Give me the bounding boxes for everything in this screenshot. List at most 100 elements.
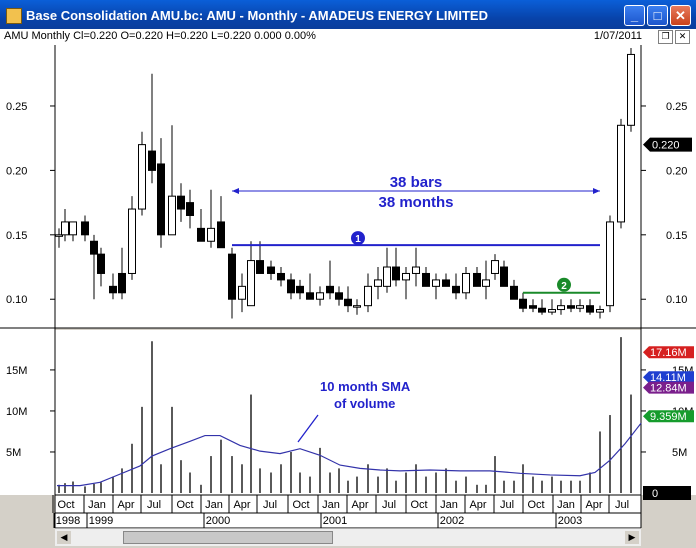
sma-label-2: of volume [334,396,395,411]
candle-down [197,227,205,242]
candle-down [81,221,89,236]
marker-2-label: 2 [561,281,567,292]
candle-up [462,272,470,294]
bar-count-label: 38 bars [390,174,443,191]
restore-chart-button[interactable]: ❐ [658,30,673,44]
year-label: 2002 [440,515,464,527]
last-price-label: 0.220 [652,140,680,152]
candle-down [519,298,527,309]
price-tick-label-left: 0.25 [6,101,27,113]
month-label: Jul [615,499,629,511]
marker-1 [351,231,365,246]
month-label: Jul [147,499,161,511]
title-bar[interactable]: Base Consolidation AMU.bc: AMU - Monthly… [0,0,696,32]
candle-up [482,279,490,287]
candle-down [97,253,105,274]
candle-down [186,202,194,216]
sma-pointer [297,414,319,443]
year-label: 2001 [323,515,347,527]
scroll-thumb[interactable] [123,531,333,544]
candle-down [529,305,537,309]
volume-badge-label: 9.359M [650,411,687,423]
candle-up [353,305,361,308]
chart-info-bar: AMU Monthly Cl=0.220 O=0.220 H=0.220 L=0… [0,29,696,46]
candle-down [256,260,264,274]
year-label: 1999 [89,515,113,527]
candle-down [452,285,460,294]
scroll-right-button[interactable]: ▶ [625,531,639,544]
maximize-button[interactable]: □ [647,5,668,26]
candle-down [287,279,295,294]
close-chart-button[interactable]: ✕ [675,30,690,44]
horizontal-scrollbar[interactable]: ◀ ▶ [55,528,641,546]
volume-tick-label-left: 5M [6,447,21,459]
candle-up [491,260,499,274]
price-tick-label-right: 0.15 [666,230,687,242]
marker-2 [557,277,571,292]
candle-down [157,163,165,236]
candle-up [238,285,246,300]
candle-down [90,240,98,255]
candle-down [422,272,430,287]
candle-down [335,292,343,300]
candle-down [567,305,575,309]
candle-up [596,309,604,313]
month-label: Apr [233,499,250,511]
candle-down [326,285,334,294]
price-tick-label-left: 0.15 [6,230,27,242]
zero-badge [643,486,691,500]
candle-up [606,221,614,307]
candle-down [538,307,546,313]
volume-badge-label: 14.11M [650,372,686,384]
marker-1-label: 1 [355,234,361,245]
chart-canvas: 0.25 0.250.20 0.200.15 0.150.10 0.100.22015M… [0,45,696,528]
last-price-badge [643,137,692,152]
volume-tick-label-left: 10M [6,406,27,418]
window-title: Base Consolidation AMU.bc: AMU - Monthly… [26,8,488,23]
minimize-button[interactable]: _ [624,5,645,26]
month-label: Jan [440,499,458,511]
app-icon [6,8,22,24]
volume-sma-line [57,422,642,487]
left-axis [0,45,55,495]
arrow-head-right [593,188,600,194]
candle-down [306,292,314,300]
candle-down [177,195,185,210]
candle-up [374,279,382,287]
month-label: Jul [263,499,277,511]
month-label: Jan [557,499,575,511]
year-label: 2003 [558,515,582,527]
candle-down [442,279,450,287]
annotations: 10 month SMA of volume 38 bars 38 months 1 2 [232,174,600,443]
candle-up [168,195,176,236]
month-label: Apr [469,499,486,511]
scroll-left-button[interactable]: ◀ [57,531,71,544]
axis-labels: 0.25 0.250.20 0.200.15 0.150.10 0.100.22015M… [6,101,694,528]
candle-down [277,272,285,281]
close-button[interactable]: ✕ [670,5,691,26]
chart-date: 1/07/2011 [593,30,642,42]
candle-down [217,221,225,249]
price-series [55,48,635,319]
volume-badge [643,410,694,423]
month-label: Jul [500,499,514,511]
volume-panel [55,330,641,495]
candle-down [344,298,352,307]
candle-down [109,285,117,294]
month-label: Jul [382,499,396,511]
volume-tick-label-right: 0 [652,488,658,500]
candle-down [148,150,156,171]
volume-series [57,337,642,493]
volume-badge-label: 17.16M [650,347,687,359]
candle-up [207,227,215,242]
candle-up [61,221,69,236]
month-label: Oct [176,499,193,511]
candle-up [55,234,63,237]
price-summary: AMU Monthly Cl=0.220 O=0.220 H=0.220 L=0… [4,30,316,42]
candle-up [576,305,584,309]
candle-up [548,309,556,313]
volume-tick-label-left: 15M [6,365,27,377]
candle-up [412,266,420,274]
month-label: Apr [351,499,368,511]
candle-down [296,285,304,294]
